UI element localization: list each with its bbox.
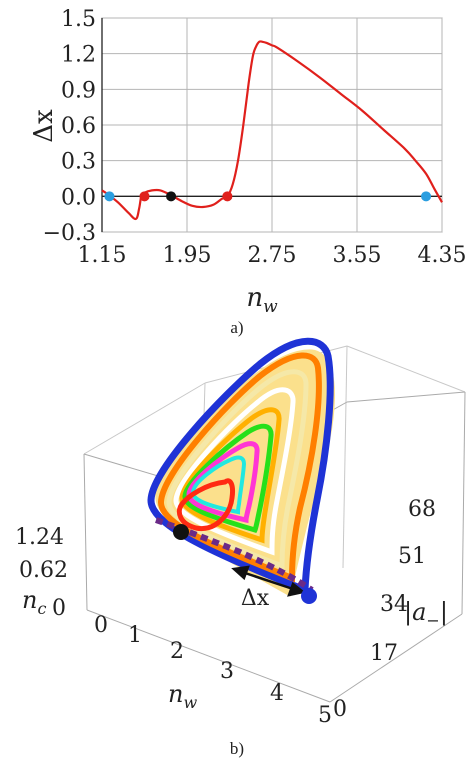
y-tick-label: 1.5 [61,7,96,32]
y-tick-labels: −0.3 0.0 0.3 0.6 0.9 1.2 1.5 [43,7,96,246]
y-tick-label: 0.3 [61,150,96,175]
z-axis-label-main: n [22,586,37,614]
x-tick-label: 3 [220,659,234,684]
x-tick-label: 1.95 [163,243,212,268]
y-tick-label: 0.0 [61,185,96,210]
y-axis-label: |a−| [404,598,448,630]
x-tick-labels: 1.15 1.95 2.75 3.55 4.35 [78,243,467,268]
data-point [222,191,233,202]
gridlines [101,17,443,233]
delta-x-arrow [231,565,306,597]
z-tick-label: 0 [52,596,66,621]
y-tick-label: 34 [380,592,408,617]
loop-orange [157,352,322,583]
marker-blue [301,588,317,604]
x-axis-label-main: n [246,283,263,313]
y-tick-label: 51 [398,544,426,569]
x-tick-label: 4 [270,681,284,706]
x-axis-label-sub: w [263,297,278,317]
x-tick-label: 0 [94,613,108,638]
delta-x-annotation: Δx [241,586,270,611]
x-tick-label: 2.75 [248,243,297,268]
data-point [139,191,150,202]
panel-a-caption: a) [230,318,243,337]
loop-red [176,478,235,532]
y-axis-label-suffix: | [440,598,448,627]
x-tick-label: 3.55 [333,243,382,268]
z-tick-label: 0.62 [19,558,68,583]
panel-b-3d-surface: Δx 1.24 0.62 0 nc 0 1 2 3 4 5 nw 0 17 34… [15,337,466,758]
y-tick-label: 0 [333,697,347,722]
y-axis-label-sub: − [426,611,439,630]
z-tick-label: 1.24 [15,525,64,550]
marker-points [104,191,432,202]
y-axis-label-main: |a [404,598,426,627]
data-point [166,191,177,202]
loop-pale [166,369,309,570]
panel-a-line-chart: −0.3 0.0 0.3 0.6 0.9 1.2 1.5 1.15 1.95 2.75 3.55 4… [29,7,466,337]
y-axis-label: Δx [29,109,59,143]
panel-b-caption: b) [230,739,244,758]
x-axis-label: nw [246,283,278,317]
y-tick-label: 17 [370,641,398,666]
y-tick-label: 0.9 [61,78,96,103]
x-tick-label: 1.15 [78,243,127,268]
z-axis-label-sub: c [37,599,46,618]
y-tick-label: 0.6 [61,114,96,139]
marker-black [173,524,189,540]
loop-green [182,423,274,533]
x-tick-label: 2 [170,639,184,664]
x-tick-label: 5 [318,703,332,728]
x-axis-label-main: n [168,680,183,708]
x-tick-label: 4.35 [418,243,467,268]
x-axis-label: nw [168,680,197,712]
data-point [421,191,432,202]
y-tick-label: −0.3 [43,221,96,246]
data-point [104,191,115,202]
y-tick-label: 1.2 [61,43,96,68]
x-tick-label: 1 [128,623,142,648]
y-tick-label: 68 [408,497,436,522]
x-axis-label-sub: w [183,693,197,712]
z-axis-label: nc [22,586,46,618]
